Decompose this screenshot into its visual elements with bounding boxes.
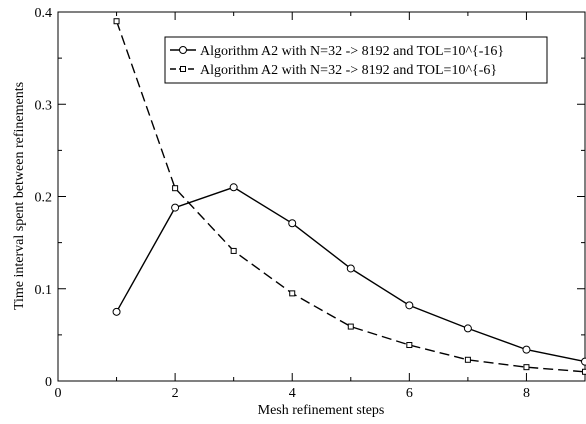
x-tick-label: 0 bbox=[55, 386, 62, 401]
x-axis-label: Mesh refinement steps bbox=[258, 403, 385, 418]
data-point-series-2 bbox=[172, 185, 179, 192]
data-point-series-1 bbox=[346, 264, 355, 273]
data-point-series-2 bbox=[523, 364, 530, 371]
data-point-series-2 bbox=[230, 247, 237, 254]
y-tick-label: 0.2 bbox=[35, 191, 53, 206]
legend: Algorithm A2 with N=32 -> 8192 and TOL=1… bbox=[164, 36, 548, 84]
data-point-series-1 bbox=[288, 219, 297, 228]
legend-label-series-2: Algorithm A2 with N=32 -> 8192 and TOL=1… bbox=[200, 63, 497, 78]
y-tick-label: 0 bbox=[45, 375, 52, 390]
data-point-series-2 bbox=[406, 342, 413, 349]
data-point-series-2 bbox=[582, 368, 586, 375]
data-point-series-1 bbox=[522, 345, 531, 354]
y-tick-label: 0.4 bbox=[35, 6, 53, 21]
data-point-series-1 bbox=[171, 203, 180, 212]
y-tick-label: 0.1 bbox=[35, 283, 53, 298]
tick-labels: 0 2 4 6 8 0 0.1 0.2 0.3 0.4 bbox=[35, 6, 530, 401]
x-tick-label: 6 bbox=[406, 386, 413, 401]
x-tick-label: 4 bbox=[289, 386, 296, 401]
data-point-series-2 bbox=[113, 18, 120, 25]
data-point-series-1 bbox=[229, 183, 238, 192]
legend-label-series-1: Algorithm A2 with N=32 -> 8192 and TOL=1… bbox=[200, 44, 504, 59]
data-point-series-2 bbox=[464, 356, 471, 363]
legend-box bbox=[164, 36, 548, 84]
legend-swatch-marker-2 bbox=[180, 66, 186, 72]
axis-ticks bbox=[57, 11, 585, 382]
data-point-series-2 bbox=[289, 290, 296, 297]
data-point-series-2 bbox=[347, 323, 354, 330]
y-tick-label: 0.3 bbox=[35, 98, 53, 113]
series-markers bbox=[112, 18, 586, 375]
x-tick-label: 8 bbox=[523, 386, 530, 401]
y-axis-label: Time interval spent between refinements bbox=[12, 82, 27, 310]
legend-swatch-marker-1 bbox=[179, 46, 187, 54]
data-point-series-1 bbox=[405, 301, 414, 310]
legend-entries bbox=[170, 46, 196, 72]
data-point-series-1 bbox=[581, 357, 586, 366]
series-line-1 bbox=[115, 186, 586, 363]
data-point-series-1 bbox=[112, 307, 121, 316]
series-line-2 bbox=[115, 20, 586, 373]
x-tick-label: 2 bbox=[172, 386, 179, 401]
data-point-series-1 bbox=[463, 324, 472, 333]
